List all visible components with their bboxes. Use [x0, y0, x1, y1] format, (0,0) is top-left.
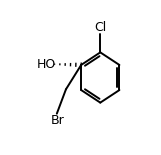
Text: Cl: Cl [94, 21, 106, 34]
Text: HO: HO [37, 58, 56, 71]
Text: Br: Br [51, 114, 64, 127]
